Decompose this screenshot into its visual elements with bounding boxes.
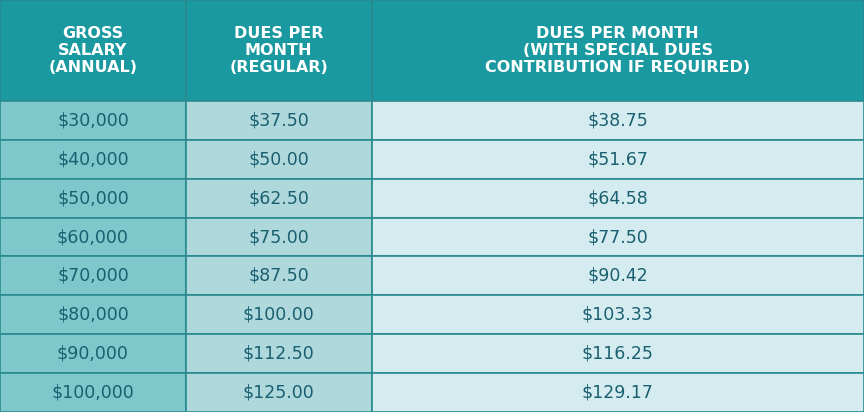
Bar: [372, 179, 864, 218]
Text: $100.00: $100.00: [243, 306, 314, 324]
Text: $129.17: $129.17: [581, 384, 654, 402]
Text: $37.50: $37.50: [248, 111, 309, 129]
Text: $125.00: $125.00: [243, 384, 314, 402]
Text: $116.25: $116.25: [581, 345, 654, 363]
Text: $64.58: $64.58: [588, 189, 648, 207]
Bar: [372, 295, 864, 334]
Text: DUES PER
MONTH
(REGULAR): DUES PER MONTH (REGULAR): [229, 26, 328, 75]
Text: $80,000: $80,000: [57, 306, 129, 324]
Bar: [0, 256, 186, 295]
Text: GROSS
SALARY
(ANNUAL): GROSS SALARY (ANNUAL): [48, 26, 137, 75]
Text: $75.00: $75.00: [248, 228, 309, 246]
Bar: [372, 256, 864, 295]
Bar: [0, 0, 186, 101]
Text: $30,000: $30,000: [57, 111, 129, 129]
Bar: [0, 140, 186, 179]
Text: $70,000: $70,000: [57, 267, 129, 285]
Text: $60,000: $60,000: [57, 228, 129, 246]
Text: $87.50: $87.50: [248, 267, 309, 285]
Text: $62.50: $62.50: [248, 189, 309, 207]
Text: $90,000: $90,000: [57, 345, 129, 363]
Bar: [186, 218, 372, 256]
Text: $112.50: $112.50: [243, 345, 314, 363]
Bar: [372, 334, 864, 373]
Text: $40,000: $40,000: [57, 150, 129, 168]
Bar: [186, 101, 372, 140]
Text: $50,000: $50,000: [57, 189, 129, 207]
Bar: [0, 373, 186, 412]
Bar: [372, 140, 864, 179]
Text: DUES PER MONTH
(WITH SPECIAL DUES
CONTRIBUTION IF REQUIRED): DUES PER MONTH (WITH SPECIAL DUES CONTRI…: [486, 26, 750, 75]
Text: $51.67: $51.67: [588, 150, 648, 168]
Text: $90.42: $90.42: [588, 267, 648, 285]
Text: $38.75: $38.75: [588, 111, 648, 129]
Bar: [0, 218, 186, 256]
Bar: [186, 0, 372, 101]
Bar: [0, 295, 186, 334]
Bar: [186, 256, 372, 295]
Bar: [186, 334, 372, 373]
Bar: [372, 101, 864, 140]
Bar: [186, 295, 372, 334]
Bar: [186, 140, 372, 179]
Text: $103.33: $103.33: [581, 306, 654, 324]
Text: $50.00: $50.00: [248, 150, 309, 168]
Bar: [372, 0, 864, 101]
Text: $100,000: $100,000: [52, 384, 134, 402]
Bar: [0, 179, 186, 218]
Bar: [372, 218, 864, 256]
Bar: [0, 101, 186, 140]
Bar: [372, 373, 864, 412]
Text: $77.50: $77.50: [588, 228, 648, 246]
Bar: [0, 334, 186, 373]
Bar: [186, 179, 372, 218]
Bar: [186, 373, 372, 412]
